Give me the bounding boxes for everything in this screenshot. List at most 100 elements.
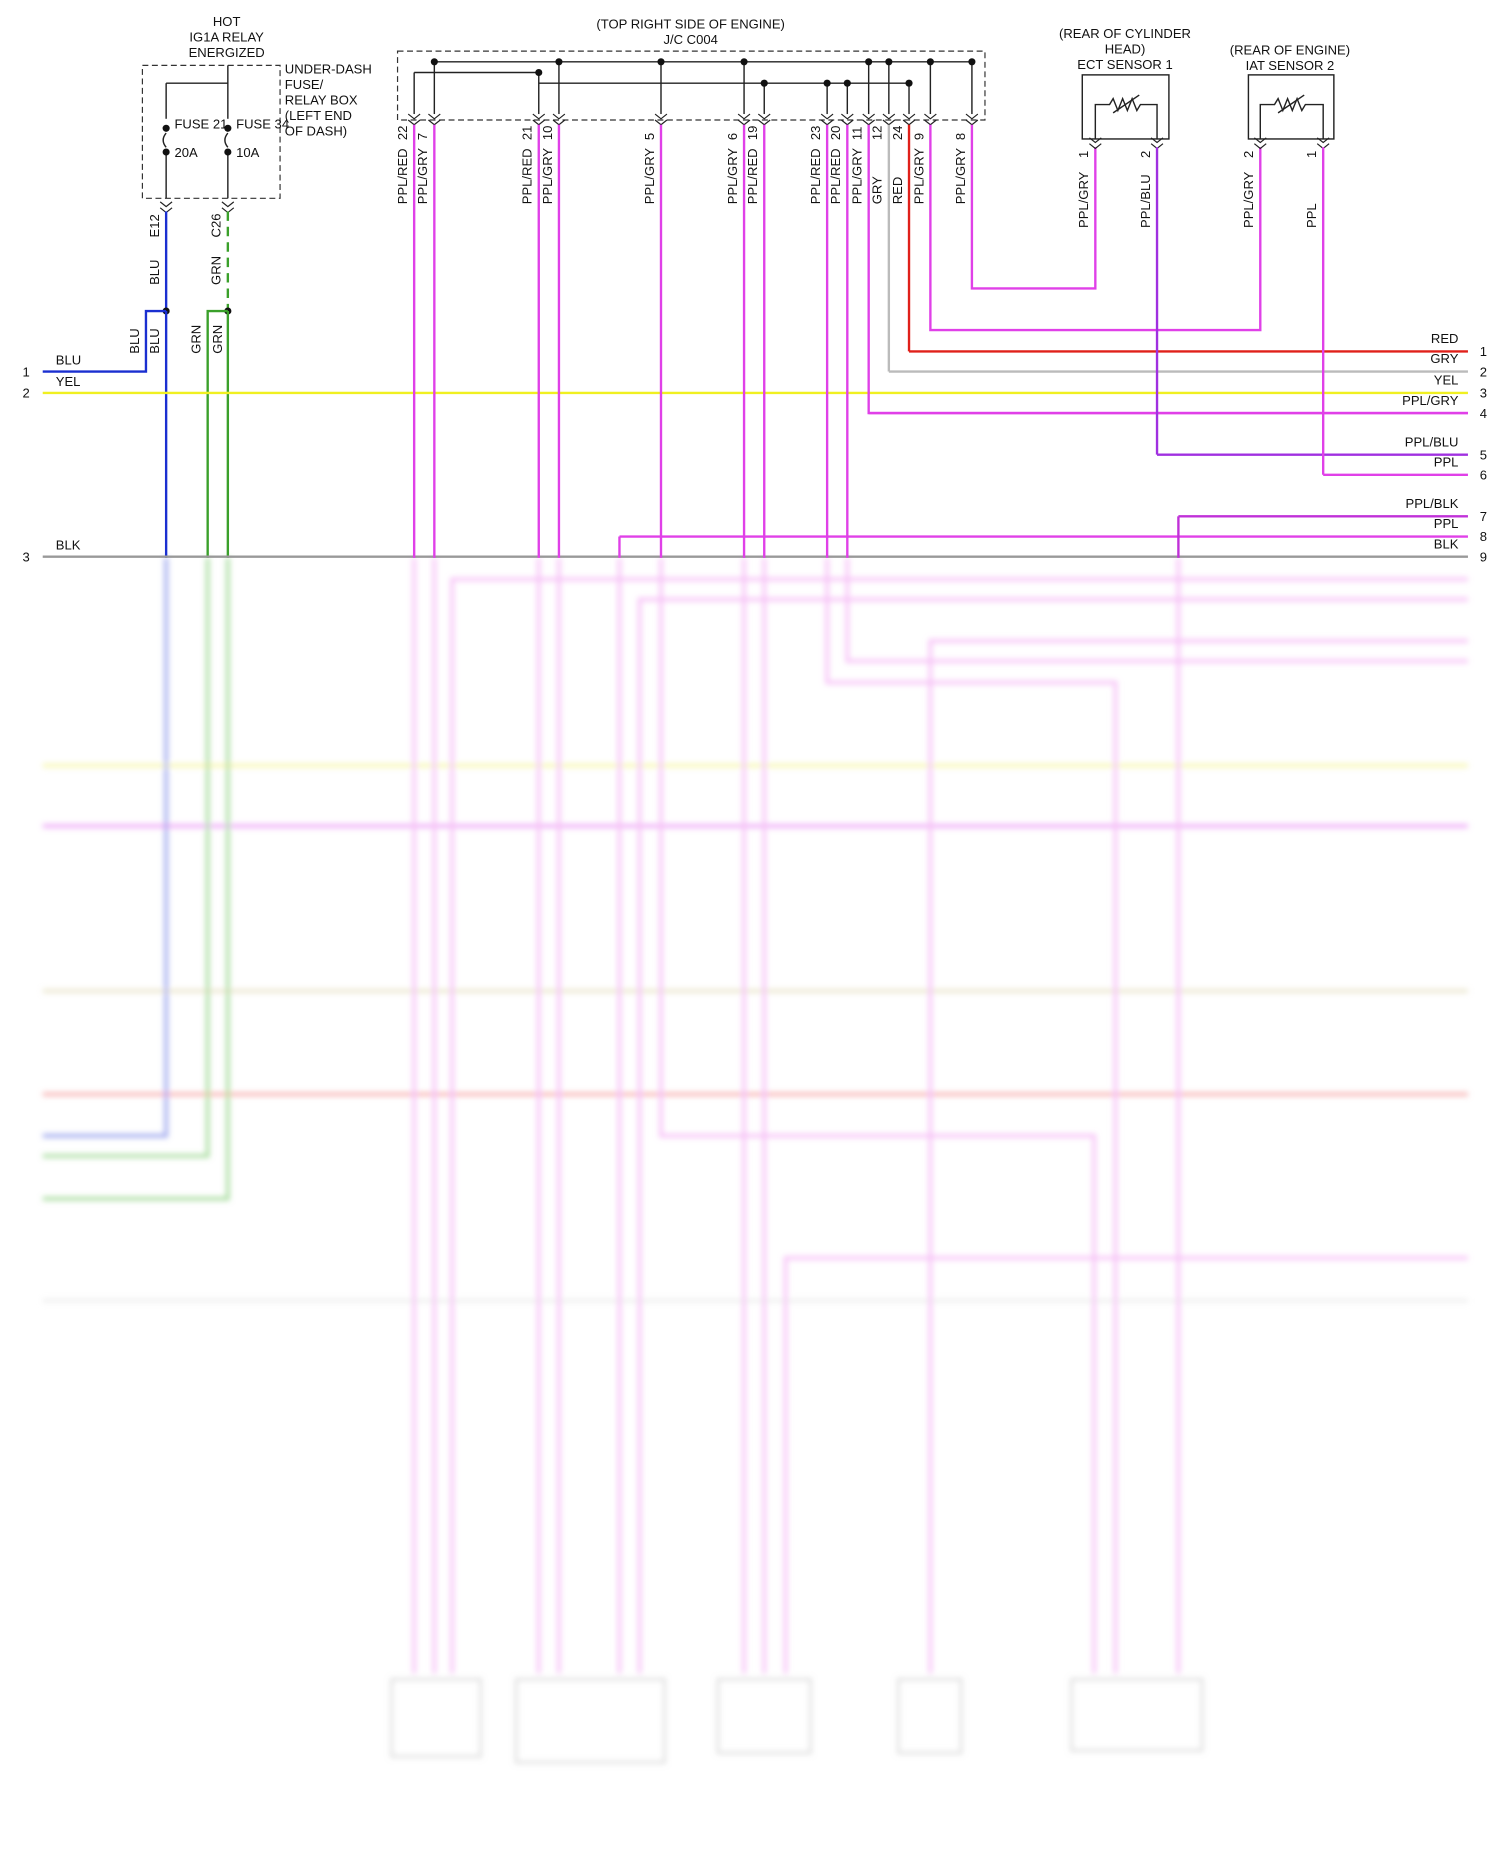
pin-number: 2 (1138, 151, 1153, 158)
pin-number: 21 (520, 126, 535, 141)
splice-wire-label: BLU (147, 328, 162, 353)
wire-label: BLK (56, 538, 81, 553)
pin-number: 1 (22, 364, 29, 379)
pin-number: 1 (1304, 151, 1319, 158)
blurred-section (42, 557, 1468, 1764)
splice-dot (657, 58, 665, 66)
connector-pin (221, 201, 235, 214)
connector-pin (862, 113, 875, 126)
wire-label: RED (890, 177, 905, 205)
splice-dot (760, 79, 768, 87)
pin-number: 23 (808, 126, 823, 141)
wire-label: PPL/BLU (1138, 174, 1153, 228)
splice-dot (823, 79, 831, 87)
splice-dot (555, 58, 563, 66)
pin-number: 8 (953, 133, 968, 140)
fuse-box-outline (141, 64, 281, 199)
wire-label: RED (1431, 331, 1459, 346)
connector-pin (407, 113, 421, 126)
wire-label: PPL/RED (395, 148, 410, 204)
sensor-label: (REAR OF CYLINDER (1059, 26, 1191, 41)
pin-number: 8 (1480, 529, 1487, 544)
sensor-label: ECT SENSOR 1 (1077, 57, 1172, 72)
wire (206, 309, 228, 558)
wire-label: PPL/RED (828, 148, 843, 204)
wire-label: PPL/GRY (953, 148, 968, 205)
wire (867, 124, 1468, 415)
wire-label: PPL/GRY (1076, 171, 1091, 228)
pin-number: 6 (1480, 468, 1487, 483)
wire-label: GRY (1430, 351, 1458, 366)
splice-dot (162, 124, 170, 132)
relay-label: IG1A RELAY (189, 30, 264, 45)
pin-number: 9 (1480, 549, 1487, 564)
connector-id: E12 (147, 214, 162, 237)
sensor-label: (REAR OF ENGINE) (1230, 43, 1350, 58)
wire-label: PPL/BLU (1405, 434, 1459, 449)
wire-label: PPL/GRY (642, 148, 657, 205)
fuse-box-label: RELAY BOX (285, 93, 358, 108)
junction-label: J/C C004 (663, 32, 717, 47)
splice-dot (162, 148, 170, 156)
wire-label: PPL (1434, 454, 1459, 469)
pin-number: 11 (850, 127, 865, 141)
wire-label: PPL/GRY (1402, 393, 1459, 408)
pin-number: 10 (540, 126, 555, 141)
wire-label: PPL/BLK (1406, 496, 1459, 511)
pin-number: 6 (725, 133, 740, 140)
wire-label: GRY (870, 176, 885, 204)
pin-number: 7 (1480, 509, 1487, 524)
wire-label: BLU (56, 352, 81, 367)
wire-label: BLK (1434, 536, 1459, 551)
connector-pin (159, 201, 173, 214)
pin-number: 19 (745, 126, 760, 141)
sensor-label: IAT SENSOR 2 (1246, 58, 1335, 73)
connector-pin (882, 113, 896, 126)
fuse-bus (162, 65, 229, 199)
wire-label: PPL/RED (745, 148, 760, 204)
fuse-name: FUSE 21 (174, 116, 227, 131)
splice-dot (865, 58, 873, 66)
wire-label: PPL/GRY (1241, 171, 1256, 228)
wire-label: PPL/GRY (911, 148, 926, 205)
wire-label: PPL/RED (520, 148, 535, 204)
splice-wire-label: GRN (189, 325, 204, 354)
junction-label: (TOP RIGHT SIDE OF ENGINE) (596, 17, 784, 32)
connector-pin (654, 113, 668, 126)
junction-outline (396, 50, 986, 121)
connector-pin (1253, 137, 1267, 150)
fuse-rating: 10A (236, 145, 260, 160)
relay-label: HOT (213, 14, 241, 29)
wire-label: YEL (56, 374, 81, 389)
splice-dot (926, 58, 934, 66)
splice-dot (430, 58, 438, 66)
wire (42, 309, 167, 373)
connector-id: C26 (209, 214, 224, 238)
wire-label: PPL (1304, 203, 1319, 228)
ect-sensor-body (1081, 74, 1170, 140)
wire-label: PPL/GRY (850, 148, 865, 205)
wire-label: PPL/GRY (415, 148, 430, 205)
pin-number: 2 (1241, 151, 1256, 158)
wire-label: PPL (1434, 516, 1459, 531)
pin-number: 1 (1480, 344, 1487, 359)
relay-label: ENERGIZED (189, 45, 265, 60)
connector-pin (757, 113, 771, 126)
splice-dot (885, 58, 893, 66)
pin-number: 7 (415, 133, 430, 140)
pin-number: 3 (1480, 386, 1487, 401)
sensor-label: HEAD) (1105, 42, 1146, 57)
splice-dot (224, 148, 232, 156)
fuse-box-label: OF DASH) (285, 123, 347, 138)
splice-wire-label: BLU (127, 328, 142, 353)
fuse-rating: 20A (174, 145, 198, 160)
iat-sensor-body (1247, 74, 1335, 140)
splice-dot (905, 79, 913, 87)
pin-number: 1 (1076, 151, 1091, 158)
wire-label: BLU (147, 260, 162, 285)
splice-dot (843, 79, 851, 87)
wire (929, 124, 1262, 332)
wire (970, 124, 1097, 290)
pin-number: 20 (828, 126, 843, 141)
fuse-box-label: FUSE/ (285, 77, 324, 92)
